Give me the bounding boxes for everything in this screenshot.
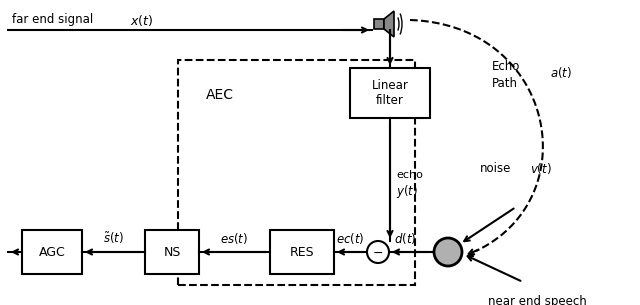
- Text: near end speech: near end speech: [488, 296, 587, 305]
- Bar: [178, 60, 415, 285]
- Text: RES: RES: [290, 246, 314, 259]
- Polygon shape: [374, 19, 384, 29]
- Circle shape: [367, 241, 389, 263]
- Bar: [22, 230, 82, 274]
- Text: AGC: AGC: [38, 246, 65, 259]
- Text: far end signal: far end signal: [12, 13, 93, 27]
- Text: $y(t)$: $y(t)$: [396, 184, 418, 200]
- Bar: [145, 230, 199, 274]
- Text: NS: NS: [163, 246, 180, 259]
- Text: $d(t)$: $d(t)$: [394, 231, 416, 246]
- Text: echo: echo: [396, 170, 423, 180]
- Text: Echo
Path: Echo Path: [492, 60, 520, 90]
- Circle shape: [434, 238, 462, 266]
- Bar: [350, 68, 430, 118]
- Text: $a(t)$: $a(t)$: [550, 64, 572, 80]
- Text: AEC: AEC: [206, 88, 234, 102]
- Text: $\~{s}(t)$: $\~{s}(t)$: [103, 230, 124, 246]
- Bar: [270, 230, 334, 274]
- Text: $ec(t)$: $ec(t)$: [336, 231, 365, 246]
- Text: $es(t)$: $es(t)$: [220, 231, 248, 246]
- Text: Linear
filter: Linear filter: [372, 79, 408, 107]
- Text: noise: noise: [480, 162, 511, 174]
- Polygon shape: [384, 11, 394, 37]
- Text: $x(t)$: $x(t)$: [130, 13, 154, 27]
- Text: $-$: $-$: [372, 246, 383, 259]
- Text: $v(t)$: $v(t)$: [530, 160, 552, 175]
